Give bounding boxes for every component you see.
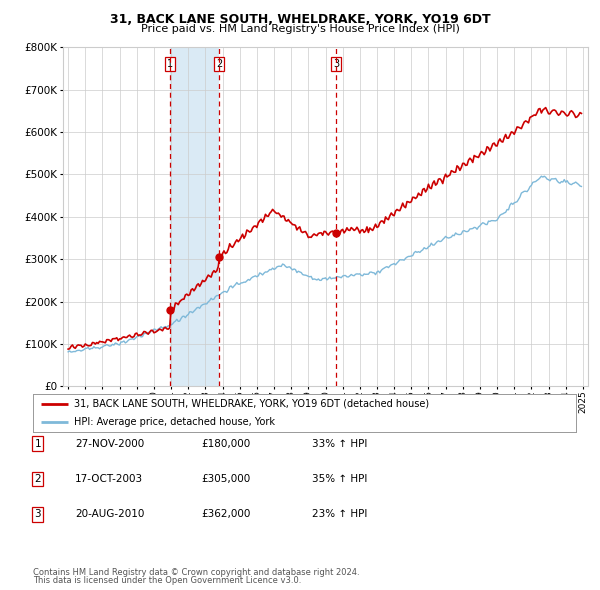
- Text: £362,000: £362,000: [201, 510, 250, 519]
- Text: £305,000: £305,000: [201, 474, 250, 484]
- Text: HPI: Average price, detached house, York: HPI: Average price, detached house, York: [74, 417, 275, 427]
- Text: 1: 1: [34, 439, 41, 448]
- Text: 33% ↑ HPI: 33% ↑ HPI: [312, 439, 367, 448]
- Text: Price paid vs. HM Land Registry's House Price Index (HPI): Price paid vs. HM Land Registry's House …: [140, 24, 460, 34]
- Bar: [170, 47, 219, 386]
- Text: 35% ↑ HPI: 35% ↑ HPI: [312, 474, 367, 484]
- Text: 2: 2: [216, 59, 222, 69]
- Text: 17-OCT-2003: 17-OCT-2003: [75, 474, 143, 484]
- Text: Contains HM Land Registry data © Crown copyright and database right 2024.: Contains HM Land Registry data © Crown c…: [33, 568, 359, 577]
- Text: This data is licensed under the Open Government Licence v3.0.: This data is licensed under the Open Gov…: [33, 576, 301, 585]
- Text: 31, BACK LANE SOUTH, WHELDRAKE, YORK, YO19 6DT: 31, BACK LANE SOUTH, WHELDRAKE, YORK, YO…: [110, 13, 490, 26]
- Text: £180,000: £180,000: [201, 439, 250, 448]
- Text: 2: 2: [34, 474, 41, 484]
- Text: 1: 1: [167, 59, 173, 69]
- Text: 3: 3: [34, 510, 41, 519]
- Text: 27-NOV-2000: 27-NOV-2000: [75, 439, 144, 448]
- Text: 3: 3: [333, 59, 340, 69]
- Text: 31, BACK LANE SOUTH, WHELDRAKE, YORK, YO19 6DT (detached house): 31, BACK LANE SOUTH, WHELDRAKE, YORK, YO…: [74, 399, 429, 409]
- Text: 23% ↑ HPI: 23% ↑ HPI: [312, 510, 367, 519]
- Text: 20-AUG-2010: 20-AUG-2010: [75, 510, 145, 519]
